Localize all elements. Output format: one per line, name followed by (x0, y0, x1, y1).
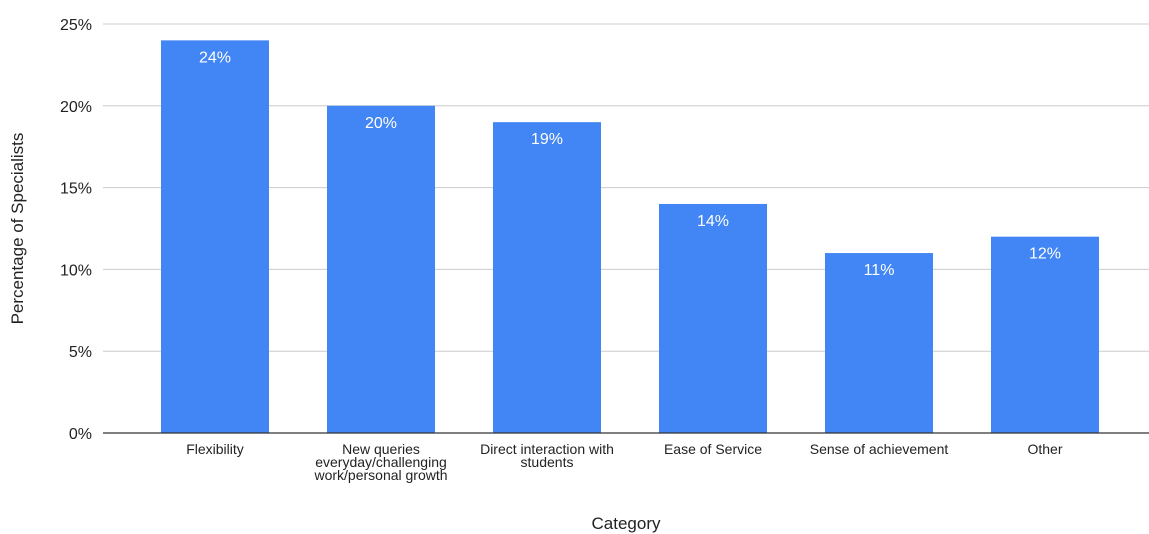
y-tick-label: 10% (60, 262, 92, 279)
x-category-label-line: Other (1027, 441, 1062, 457)
x-category-label: Other (1027, 441, 1062, 457)
bar (825, 253, 933, 433)
bar-data-label: 19% (531, 131, 563, 148)
y-axis-title: Percentage of Specialists (8, 133, 27, 325)
bar-data-label: 12% (1029, 246, 1061, 263)
x-category-label-line: everyday/challenging (315, 454, 447, 470)
x-category-label: Flexibility (186, 441, 244, 457)
bar-data-label: 24% (199, 49, 231, 66)
bar-data-label: 11% (864, 262, 895, 279)
y-tick-label: 0% (69, 426, 92, 443)
bar (659, 203, 767, 433)
x-category-label-line: Ease of Service (664, 441, 762, 457)
bar-data-label: 14% (697, 213, 729, 230)
x-category-label-line: Sense of achievement (810, 441, 949, 457)
bar-data-label: 20% (365, 115, 397, 132)
x-category-label-line: Flexibility (186, 441, 244, 457)
bar (161, 40, 269, 434)
x-category-label-line: students (521, 454, 574, 470)
y-tick-label: 5% (69, 344, 92, 361)
bar (327, 105, 435, 434)
y-tick-label: 25% (60, 17, 92, 34)
x-category-label-line: Direct interaction with (480, 441, 614, 457)
x-category-label: Direct interaction with students (480, 441, 614, 470)
y-axis-tick-labels: 0% 5% 10% 15% 20% 25% (60, 17, 92, 443)
grid-layer (103, 23, 1149, 352)
bar (493, 122, 601, 433)
bar (991, 236, 1099, 433)
x-category-label: Ease of Service (664, 441, 762, 457)
x-axis-title: Category (592, 514, 661, 533)
bar-layer (161, 40, 1099, 434)
y-tick-label: 20% (60, 99, 92, 116)
x-axis-category-labels: Flexibility New queries everyday/challengi… (186, 441, 1063, 483)
x-category-label: Sense of achievement (810, 441, 949, 457)
x-category-label-line: work/personal growth (313, 467, 447, 483)
x-category-label: New queries everyday/challenging work/pers… (313, 441, 447, 483)
y-tick-label: 15% (60, 181, 92, 198)
data-label-layer: 24% 20% 19% 14% 11% 12% (199, 49, 1061, 279)
x-category-label-line: New queries (342, 441, 420, 457)
